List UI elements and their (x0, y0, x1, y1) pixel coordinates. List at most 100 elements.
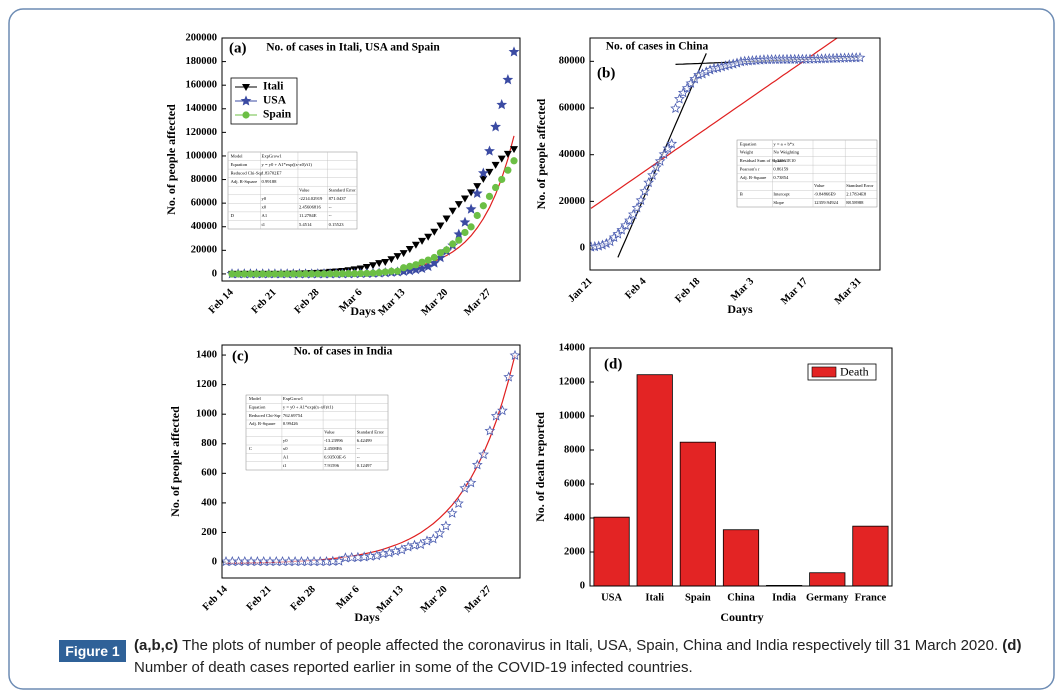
data-point (393, 253, 402, 261)
data-point (479, 202, 487, 210)
table-cell: t1 (262, 222, 266, 227)
table-cell: Value (324, 430, 334, 435)
table-cell: ExpGrow1 (262, 153, 283, 158)
x-tick-label: Mar 20 (419, 287, 450, 318)
x-tick-label: Feb 14 (207, 287, 237, 317)
y-tick-label: 120000 (186, 127, 218, 138)
y-tick-label: 12000 (559, 376, 585, 387)
table-cell: y = y0 + A1*exp((x-x0)/t1) (283, 405, 334, 410)
plot-frame (221, 37, 521, 282)
legend-label: Itali (263, 81, 284, 93)
data-point (289, 270, 297, 278)
data-point (332, 270, 340, 278)
table-cell: 2.17834E8 (846, 192, 867, 197)
data-point (465, 477, 477, 488)
legend-marker (242, 84, 250, 91)
data-point (465, 203, 477, 214)
table-cell: 5.4514 (299, 222, 312, 227)
data-point (446, 507, 458, 518)
data-point (405, 245, 414, 253)
table-cell: -- (357, 446, 361, 451)
y-tick-label: 400 (201, 497, 217, 508)
data-point (502, 74, 514, 85)
legend-marker (242, 111, 250, 119)
data-point (471, 187, 483, 199)
data-point (283, 270, 291, 278)
x-tick-label: Feb 4 (623, 276, 649, 302)
x-tick-label: USA (601, 592, 622, 603)
caption-tag: (d) (1002, 637, 1022, 654)
table-cell: Value (299, 188, 309, 193)
table-cell: 7.91596 (324, 463, 340, 468)
y-tick-label: 1400 (196, 349, 217, 360)
data-point (440, 520, 452, 531)
data-point (651, 161, 662, 173)
y-tick-label: 600 (201, 468, 217, 479)
data-point (478, 167, 489, 178)
table-cell: Standard Error (357, 430, 385, 435)
data-point (371, 550, 383, 561)
y-tick-label: 200000 (186, 32, 218, 43)
fit-table: Model ExpGrow1 Equation y = y0 + A1*exp((x-… (245, 394, 389, 471)
panel: 0 20000 40000 60000 80000 No. of people affec… (534, 37, 881, 316)
x-tick-label: Feb 18 (673, 276, 702, 305)
table-cell: D (231, 213, 235, 218)
data-point (492, 183, 500, 192)
data-point (485, 192, 494, 200)
table-cell: 12359.94924 (814, 200, 839, 205)
x-axis-label: Country (720, 610, 763, 624)
data-point (635, 194, 647, 205)
data-point (369, 269, 377, 277)
x-tick-label: Spain (685, 592, 711, 603)
table-cell: B (740, 192, 743, 197)
table-cell: 1.32511E10 (773, 158, 796, 163)
bar (636, 374, 673, 587)
y-tick-label: 0 (580, 580, 585, 591)
data-point (467, 189, 476, 197)
table-cell: -- (329, 213, 333, 218)
data-point (333, 555, 345, 566)
data-point (647, 169, 658, 180)
table-cell: Adj. R-Square (249, 421, 276, 426)
data-point (620, 219, 631, 231)
table-cell: C (249, 446, 252, 451)
data-point (314, 270, 322, 278)
table-cell: Adj. R-Square (231, 179, 258, 184)
table-cell: y0 (262, 196, 267, 201)
fit-table: Equation y = a + b*x Weight No Weighting Res… (736, 139, 878, 208)
table-cell: 2.45606816 (299, 205, 322, 210)
table-cell: y0 (283, 438, 288, 443)
y-tick-label: 4000 (564, 512, 585, 523)
data-point (369, 262, 377, 270)
panel: 0 2000 4000 6000 8000 10000 12000 14000 No. of d… (533, 342, 893, 624)
data-point (326, 270, 334, 278)
table-cell: Weight (740, 150, 754, 155)
table-cell: 2.4508E6 (324, 446, 342, 451)
data-point (234, 270, 242, 278)
plot (226, 46, 520, 279)
y-tick-label: 2000 (564, 546, 585, 557)
y-tick-label: 20000 (559, 196, 585, 207)
data-point (509, 349, 520, 361)
data-point (681, 82, 693, 93)
table-cell: A1 (262, 213, 268, 218)
table-cell: No Weighting (773, 150, 799, 155)
data-point (479, 175, 488, 183)
data-point (504, 166, 512, 174)
table-cell: Model (249, 396, 262, 401)
table-cell: t1 (283, 463, 287, 468)
data-point (674, 93, 685, 104)
data-point (393, 267, 402, 275)
table-cell: Value (814, 183, 824, 188)
data-point (662, 142, 674, 154)
data-point (246, 270, 254, 278)
data-point (666, 138, 678, 149)
y-tick-label: 10000 (559, 410, 585, 421)
table-cell: y = a + b*x (773, 141, 795, 146)
legend-label: USA (263, 95, 287, 107)
panel-label: (b) (597, 65, 615, 81)
table-cell: ExpGrow1 (283, 396, 304, 401)
table-cell: x0 (262, 205, 267, 210)
